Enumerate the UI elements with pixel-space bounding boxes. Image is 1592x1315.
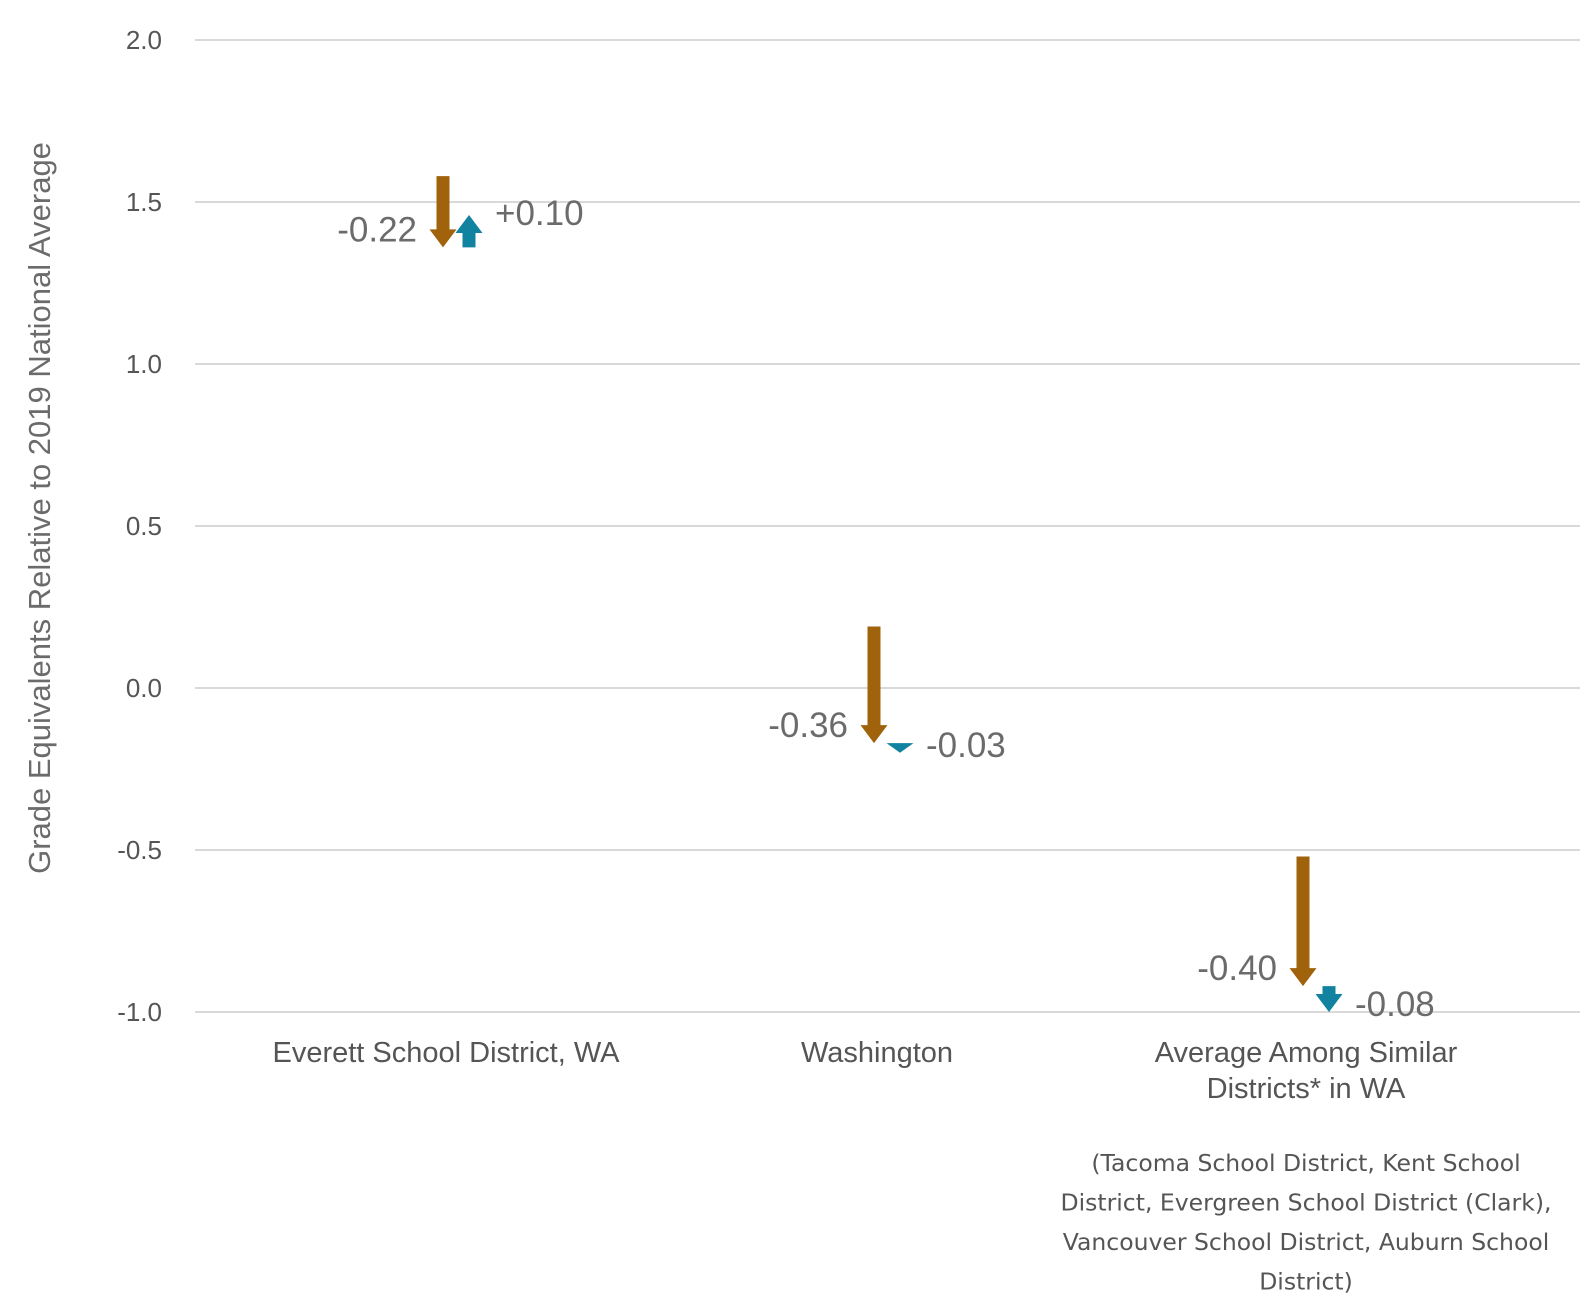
gridlines xyxy=(195,39,1580,1013)
category-label: Districts* in WA xyxy=(1207,1073,1406,1105)
category-note: (Tacoma School District, Kent School xyxy=(1091,1149,1520,1177)
second-change-label: -0.03 xyxy=(926,726,1006,765)
category-labels: Everett School District, WA Washington Ave… xyxy=(272,1037,1551,1296)
y-tick-label: 0.0 xyxy=(126,673,162,703)
y-tick-label: -1.0 xyxy=(117,997,162,1027)
category-label: Washington xyxy=(801,1037,953,1069)
category-note: District) xyxy=(1259,1268,1353,1296)
y-axis-label: Grade Equivalents Relative to 2019 Natio… xyxy=(22,142,57,874)
y-axis-ticks: 2.0 1.5 1.0 0.5 0.0 -0.5 -1.0 xyxy=(117,25,162,1027)
first-change-arrow xyxy=(860,626,888,744)
y-tick-label: 1.0 xyxy=(126,349,162,379)
second-change-label: +0.10 xyxy=(495,194,584,233)
second-change-arrow xyxy=(455,214,483,248)
y-tick-label: 0.5 xyxy=(126,511,162,541)
second-change-label: -0.08 xyxy=(1355,985,1435,1024)
second-change-arrow xyxy=(1315,986,1343,1012)
y-tick-label: 2.0 xyxy=(126,25,162,55)
first-change-arrow xyxy=(1289,856,1317,987)
category-label: Everett School District, WA xyxy=(272,1037,620,1069)
first-change-label: -0.40 xyxy=(1197,949,1277,988)
first-change-arrow xyxy=(429,176,457,248)
y-tick-label: -0.5 xyxy=(117,835,162,865)
category-label: Average Among Similar xyxy=(1155,1037,1458,1069)
category-note: Vancouver School District, Auburn School xyxy=(1063,1228,1549,1256)
first-change-label: -0.36 xyxy=(768,706,848,745)
y-tick-label: 1.5 xyxy=(126,187,162,217)
category-note: District, Evergreen School District (Cla… xyxy=(1061,1189,1552,1217)
second-change-arrow xyxy=(886,743,914,753)
first-change-label: -0.22 xyxy=(337,210,417,249)
arrow-marks: -0.22 +0.10 -0.36 -0.03 -0.40 -0.08 xyxy=(337,176,1435,1024)
